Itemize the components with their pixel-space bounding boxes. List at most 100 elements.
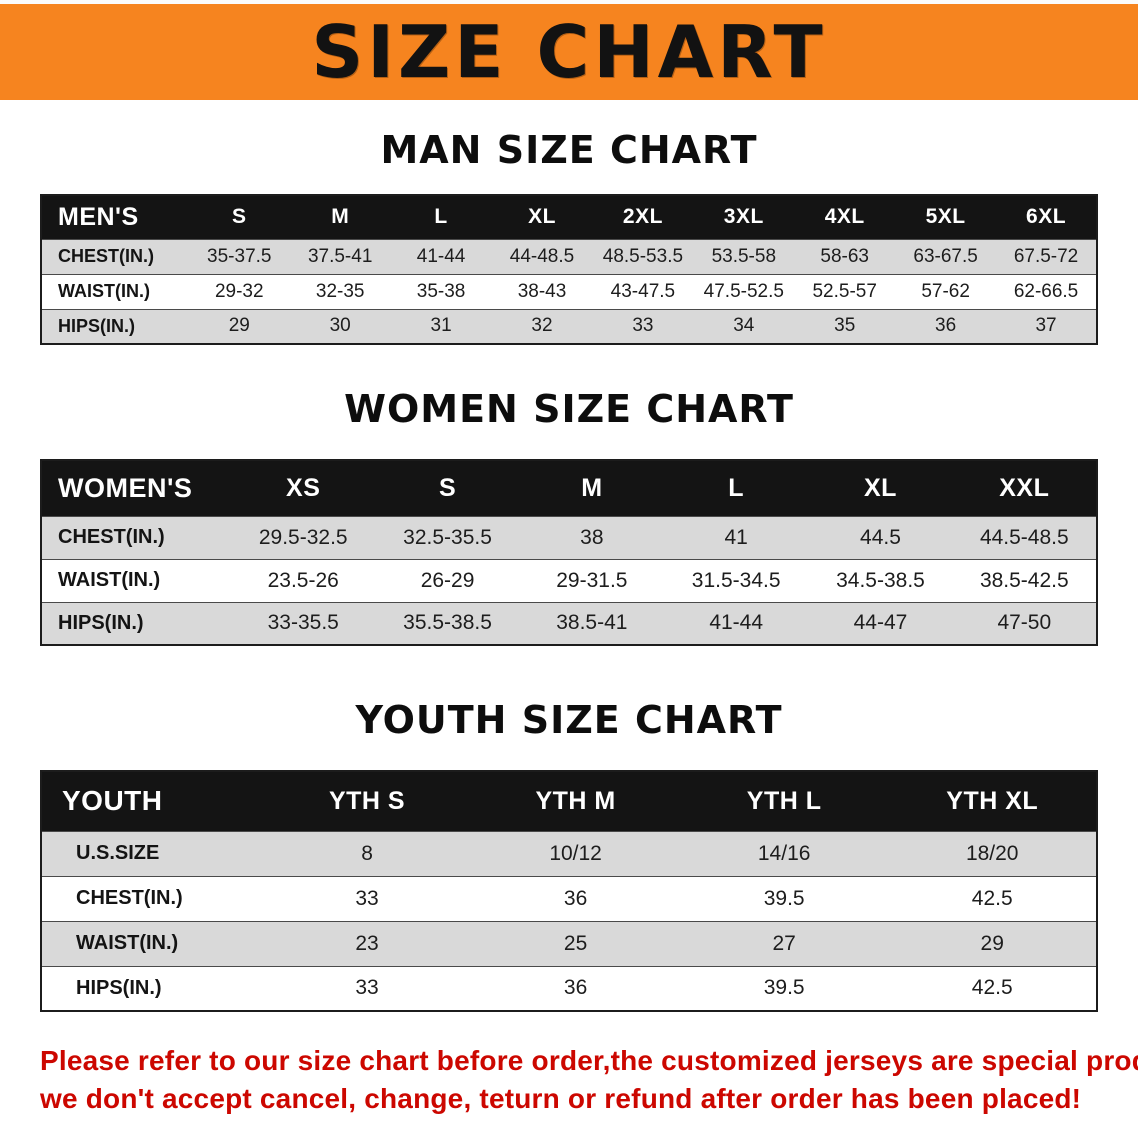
size-header-cell: 4XL xyxy=(824,205,865,229)
size-header-cell: XS xyxy=(286,473,321,502)
measure-value-cell: 29 xyxy=(228,315,250,337)
table-title-cell: WOMEN'S xyxy=(58,472,193,503)
measure-value-cell: 8 xyxy=(361,841,373,865)
table-title-cell: MEN'S xyxy=(58,202,139,231)
measure-value-cell: 58-63 xyxy=(820,245,870,267)
youth-size-table: YOUTH YTH S YTH M YTH L YTH XL U.S.SIZE 8 10/12… xyxy=(40,770,1098,1012)
men-size-section: MAN SIZE CHART MEN'S S M L XL 2XL 3XL 4XL 5XL 6XL… xyxy=(0,128,1138,345)
measure-value-cell: 34 xyxy=(733,315,755,337)
size-header-cell: YTH L xyxy=(746,786,822,815)
measure-value-cell: 37.5-41 xyxy=(307,245,373,267)
measure-value-cell: 57-62 xyxy=(921,280,970,302)
measure-label-cell: WAIST(IN.) xyxy=(58,569,161,591)
measure-label-cell: CHEST(IN.) xyxy=(58,246,154,266)
size-header-cell: M xyxy=(581,473,603,502)
table-row: WAIST(IN.) 29-32 32-35 35-38 38-43 43-47.5 47.… xyxy=(41,274,1097,309)
measure-value-cell: 33 xyxy=(355,976,379,1000)
measure-value-cell: 43-47.5 xyxy=(610,280,676,302)
measure-value-cell: 44-48.5 xyxy=(509,245,575,267)
table-title-cell: YOUTH xyxy=(62,785,163,817)
measure-value-cell: 37 xyxy=(1035,315,1057,337)
size-header-cell: XL xyxy=(528,205,556,229)
measure-value-cell: 53.5-58 xyxy=(711,245,777,267)
men-section-heading: MAN SIZE CHART xyxy=(380,128,758,172)
measure-value-cell: 29.5-32.5 xyxy=(258,525,348,549)
table-header-row: YOUTH YTH S YTH M YTH L YTH XL xyxy=(41,771,1097,831)
notice-line-1: Please refer to our size chart before or… xyxy=(40,1045,1138,1076)
measure-value-cell: 33 xyxy=(632,315,654,337)
measure-value-cell: 31 xyxy=(430,315,452,337)
measure-value-cell: 36 xyxy=(563,886,588,910)
measure-value-cell: 42.5 xyxy=(971,886,1013,910)
youth-size-section: YOUTH SIZE CHART YOUTH YTH S YTH M YTH L YTH… xyxy=(0,698,1138,1012)
footer-notice: Please refer to our size chart before or… xyxy=(40,1042,1138,1118)
size-header-cell: L xyxy=(434,205,448,229)
table-row: CHEST(IN.) 35-37.5 37.5-41 41-44 44-48.5 48.5… xyxy=(41,239,1097,274)
table-row: HIPS(IN.) 29 30 31 32 33 34 35 36 37 xyxy=(41,309,1097,344)
measure-value-cell: 14/16 xyxy=(757,841,811,865)
measure-value-cell: 33 xyxy=(355,886,379,910)
youth-section-heading: YOUTH SIZE CHART xyxy=(355,698,783,742)
measure-value-cell: 63-67.5 xyxy=(913,245,978,267)
measure-label-cell: WAIST(IN.) xyxy=(76,932,179,954)
measure-value-cell: 41-44 xyxy=(416,245,466,267)
table-row: CHEST(IN.) 29.5-32.5 32.5-35.5 38 41 44.5 44.5… xyxy=(41,516,1097,559)
measure-value-cell: 23 xyxy=(355,931,379,955)
table-header-row: WOMEN'S XS S M L XL XXL xyxy=(41,460,1097,516)
measure-label-cell: HIPS(IN.) xyxy=(76,976,162,999)
measure-label-cell: CHEST(IN.) xyxy=(76,887,183,909)
table-row: WAIST(IN.) 23 25 27 29 xyxy=(41,921,1097,966)
measure-value-cell: 29-32 xyxy=(214,280,264,302)
measure-value-cell: 52.5-57 xyxy=(812,280,877,302)
measure-value-cell: 39.5 xyxy=(763,976,805,1000)
size-header-cell: 6XL xyxy=(1026,205,1067,229)
notice-line-2: we don't accept cancel, change, teturn o… xyxy=(40,1082,1082,1114)
size-header-cell: YTH S xyxy=(328,786,406,815)
measure-value-cell: 18/20 xyxy=(965,841,1019,865)
size-header-cell: YTH M xyxy=(535,786,616,815)
measure-value-cell: 62-66.5 xyxy=(1013,280,1079,302)
measure-value-cell: 35-38 xyxy=(416,280,466,302)
table-header-row: MEN'S S M L XL 2XL 3XL 4XL 5XL 6XL xyxy=(41,195,1097,239)
measure-value-cell: 31.5-34.5 xyxy=(691,568,781,592)
measure-value-cell: 32 xyxy=(531,315,553,337)
measure-value-cell: 25 xyxy=(563,931,588,955)
size-header-cell: 2XL xyxy=(622,205,663,229)
measure-value-cell: 29-31.5 xyxy=(556,568,628,592)
measure-value-cell: 10/12 xyxy=(549,841,602,865)
size-header-cell: S xyxy=(438,473,457,502)
measure-value-cell: 39.5 xyxy=(763,886,805,910)
size-header-cell: L xyxy=(728,473,745,502)
banner-title: SIZE CHART xyxy=(311,10,827,94)
measure-value-cell: 44-47 xyxy=(853,611,908,635)
measure-value-cell: 36 xyxy=(935,315,957,337)
table-row: WAIST(IN.) 23.5-26 26-29 29-31.5 31.5-34.5 34… xyxy=(41,559,1097,602)
measure-value-cell: 38-43 xyxy=(517,280,567,302)
measure-value-cell: 32.5-35.5 xyxy=(403,525,492,549)
measure-value-cell: 29 xyxy=(980,931,1004,955)
measure-value-cell: 42.5 xyxy=(971,976,1013,1000)
size-header-cell: 5XL xyxy=(925,205,966,229)
measure-value-cell: 35.5-38.5 xyxy=(403,611,492,635)
table-row: HIPS(IN.) 33-35.5 35.5-38.5 38.5-41 41-44 44-… xyxy=(41,602,1097,645)
women-section-heading: WOMEN SIZE CHART xyxy=(344,387,794,431)
banner: SIZE CHART xyxy=(0,0,1138,100)
women-size-table: WOMEN'S XS S M L XL XXL CHEST(IN.) 29.5-32.5 32.5… xyxy=(40,459,1098,646)
measure-value-cell: 36 xyxy=(563,976,588,1000)
measure-value-cell: 34.5-38.5 xyxy=(836,568,925,592)
measure-label-cell: HIPS(IN.) xyxy=(58,611,144,634)
measure-label-cell: U.S.SIZE xyxy=(76,842,160,864)
measure-value-cell: 41 xyxy=(724,525,748,549)
measure-value-cell: 38.5-41 xyxy=(556,611,628,635)
size-header-cell: XL xyxy=(864,473,897,502)
measure-value-cell: 26-29 xyxy=(420,568,475,592)
measure-value-cell: 27 xyxy=(772,931,796,955)
measure-value-cell: 35 xyxy=(834,315,856,337)
measure-label-cell: HIPS(IN.) xyxy=(58,315,136,336)
measure-label-cell: WAIST(IN.) xyxy=(58,281,150,301)
measure-value-cell: 44.5-48.5 xyxy=(979,525,1069,549)
measure-value-cell: 30 xyxy=(329,315,351,337)
measure-value-cell: 38 xyxy=(580,525,604,549)
measure-value-cell: 23.5-26 xyxy=(267,568,339,592)
